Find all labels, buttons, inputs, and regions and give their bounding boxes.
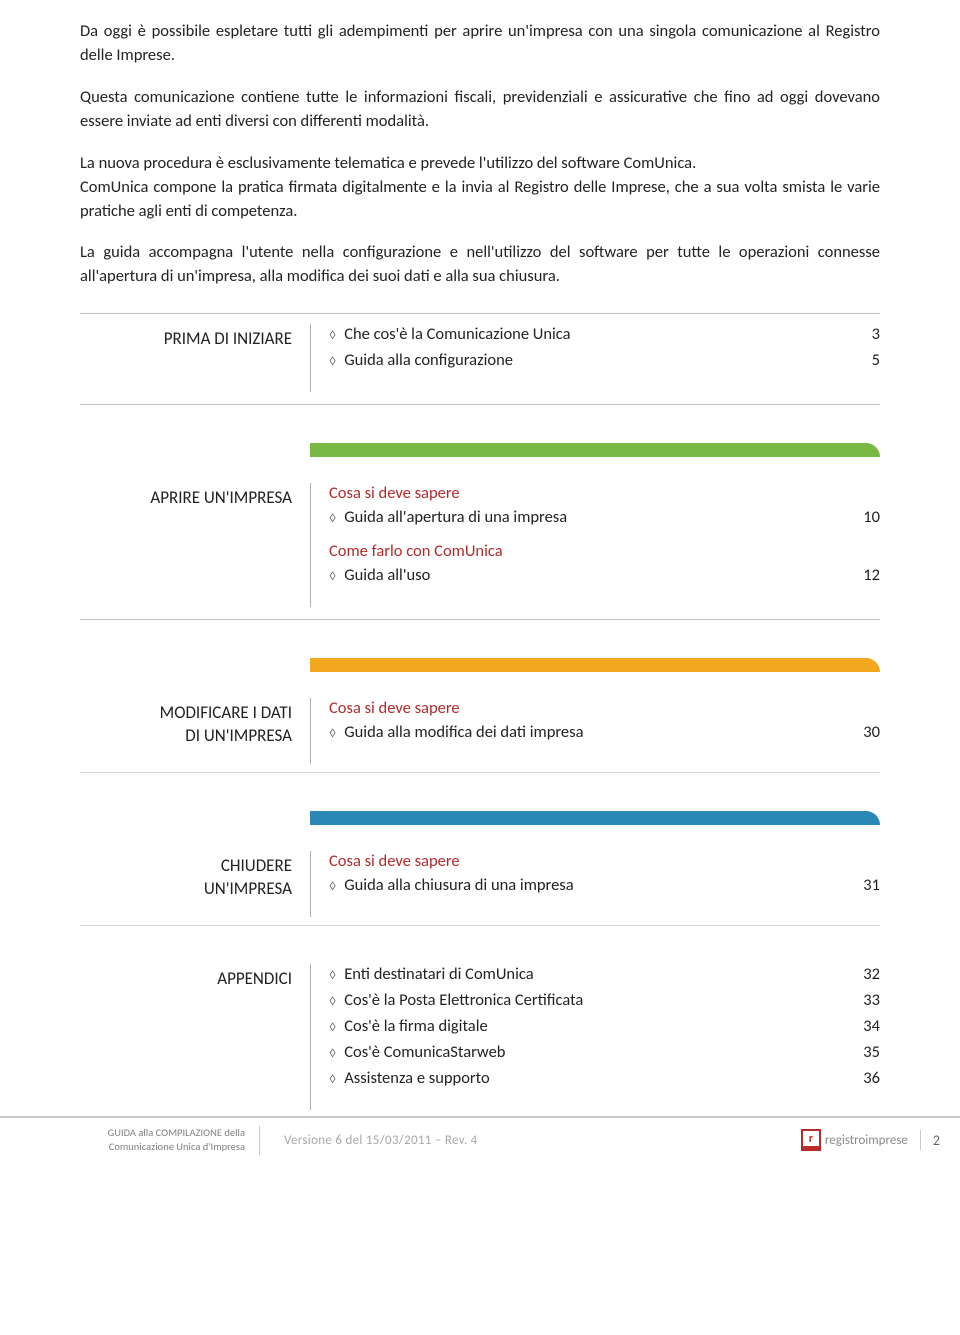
toc-item-label: Cos'è la firma digitale [344, 1016, 488, 1036]
toc-item-label: Guida all'uso [344, 565, 430, 585]
toc-item-label: Guida all'apertura di una impresa [344, 507, 567, 527]
toc-line: ◊ Enti destinatari di ComUnica 32 [329, 964, 880, 984]
toc-line: ◊ Guida all'uso 12 [329, 565, 880, 585]
bullet-icon: ◊ [329, 727, 336, 741]
footer-left-line1: GUIDA alla COMPILAZIONE della [108, 1126, 245, 1139]
intro-p4-span: ComUnica compone la pratica firmata digi… [80, 177, 880, 221]
toc-section-prima: PRIMA DI INIZIARE ◊ Che cos'è la Comunic… [80, 324, 880, 405]
toc-title-line1: MODIFICARE I DATI [160, 702, 292, 723]
bullet-icon: ◊ [329, 355, 336, 369]
divider [80, 619, 880, 620]
toc: PRIMA DI INIZIARE ◊ Che cos'è la Comunic… [80, 324, 880, 1110]
toc-line: ◊ Assistenza e supporto 36 [329, 1068, 880, 1088]
toc-section-chiudere: CHIUDERE UN'IMPRESA Cosa si deve sapere … [80, 811, 880, 926]
toc-title-aprire: APRIRE UN'IMPRESA [80, 483, 310, 607]
toc-subhead: Come farlo con ComUnica [329, 541, 880, 561]
intro-p3-p4: La nuova procedura è esclusivamente tele… [80, 152, 880, 224]
toc-page-num: 12 [852, 565, 880, 585]
bullet-icon: ◊ [329, 1021, 336, 1035]
toc-line: ◊ Guida alla configurazione 5 [329, 350, 880, 370]
toc-item-label: Guida alla configurazione [344, 350, 513, 370]
bullet-icon: ◊ [329, 1047, 336, 1061]
toc-page-num: 32 [852, 964, 880, 984]
toc-page-num: 35 [852, 1042, 880, 1062]
toc-title-prima: PRIMA DI INIZIARE [80, 324, 310, 392]
toc-item-label: Guida alla modifica dei dati impresa [344, 722, 583, 742]
divider [80, 772, 880, 773]
toc-title-line2: DI UN'IMPRESA [185, 725, 292, 746]
divider [80, 925, 880, 926]
toc-item-label: Che cos'è la Comunicazione Unica [344, 324, 570, 344]
toc-item-label: Cos'è ComunicaStarweb [344, 1042, 505, 1062]
toc-page-num: 30 [852, 722, 880, 742]
toc-title-line1: CHIUDERE [221, 855, 292, 876]
divider [80, 313, 880, 314]
section-bar-orange [310, 658, 880, 672]
bullet-icon: ◊ [329, 880, 336, 894]
toc-page-num: 10 [852, 507, 880, 527]
toc-title-modificare: MODIFICARE I DATI DI UN'IMPRESA [80, 698, 310, 764]
toc-subhead: Cosa si deve sapere [329, 698, 880, 718]
toc-line: ◊ Cos'è la firma digitale 34 [329, 1016, 880, 1036]
toc-title-chiudere: CHIUDERE UN'IMPRESA [80, 851, 310, 917]
toc-item-label: Assistenza e supporto [344, 1068, 490, 1088]
toc-line: ◊ Guida alla chiusura di una impresa 31 [329, 875, 880, 895]
toc-page-num: 34 [852, 1016, 880, 1036]
toc-subhead: Cosa si deve sapere [329, 851, 880, 871]
section-bar-blue [310, 811, 880, 825]
intro-p5: La guida accompagna l'utente nella confi… [80, 241, 880, 289]
bullet-icon: ◊ [329, 329, 336, 343]
registroimprese-logo: registroimprese [801, 1129, 908, 1151]
toc-item-label: Guida alla chiusura di una impresa [344, 875, 573, 895]
toc-section-appendici: APPENDICI ◊ Enti destinatari di ComUnica … [80, 964, 880, 1110]
footer-page-number: 2 [933, 1132, 940, 1149]
divider [80, 404, 880, 405]
toc-page-num: 3 [852, 324, 880, 344]
toc-line: ◊ Guida alla modifica dei dati impresa 3… [329, 722, 880, 742]
section-bar-green [310, 443, 880, 457]
toc-section-modificare: MODIFICARE I DATI DI UN'IMPRESA Cosa si … [80, 658, 880, 773]
toc-line: ◊ Guida all'apertura di una impresa 10 [329, 507, 880, 527]
toc-page-num: 5 [852, 350, 880, 370]
bullet-icon: ◊ [329, 995, 336, 1009]
toc-page-num: 33 [852, 990, 880, 1010]
footer-guide-label: GUIDA alla COMPILAZIONE della Comunicazi… [80, 1126, 260, 1154]
toc-line: ◊ Cos'è ComunicaStarweb 35 [329, 1042, 880, 1062]
intro-p3-span: La nuova procedura è esclusivamente tele… [80, 153, 696, 173]
footer-separator [920, 1130, 921, 1150]
toc-title-appendici: APPENDICI [80, 964, 310, 1110]
logo-text: registroimprese [825, 1133, 908, 1148]
toc-page-num: 31 [852, 875, 880, 895]
intro-text: Da oggi è possibile espletare tutti gli … [80, 20, 880, 289]
logo-r-icon [801, 1129, 821, 1151]
bullet-icon: ◊ [329, 570, 336, 584]
intro-p1: Da oggi è possibile espletare tutti gli … [80, 20, 880, 68]
bullet-icon: ◊ [329, 969, 336, 983]
toc-subhead: Cosa si deve sapere [329, 483, 880, 503]
toc-title-line2: UN'IMPRESA [204, 878, 292, 899]
toc-page-num: 36 [852, 1068, 880, 1088]
footer-left-line2: Comunicazione Unica d'Impresa [109, 1140, 245, 1153]
toc-item-label: Enti destinatari di ComUnica [344, 964, 533, 984]
toc-section-aprire: APRIRE UN'IMPRESA Cosa si deve sapere ◊ … [80, 443, 880, 620]
toc-line: ◊ Che cos'è la Comunicazione Unica 3 [329, 324, 880, 344]
bullet-icon: ◊ [329, 512, 336, 526]
page-footer: GUIDA alla COMPILAZIONE della Comunicazi… [0, 1116, 960, 1168]
toc-item-label: Cos'è la Posta Elettronica Certificata [344, 990, 583, 1010]
toc-line: ◊Cos'è la Posta Elettronica Certificata … [329, 990, 880, 1010]
footer-version: Versione 6 del 15/03/2011 – Rev. 4 [284, 1133, 777, 1148]
intro-p2: Questa comunicazione contiene tutte le i… [80, 86, 880, 134]
bullet-icon: ◊ [329, 1073, 336, 1087]
